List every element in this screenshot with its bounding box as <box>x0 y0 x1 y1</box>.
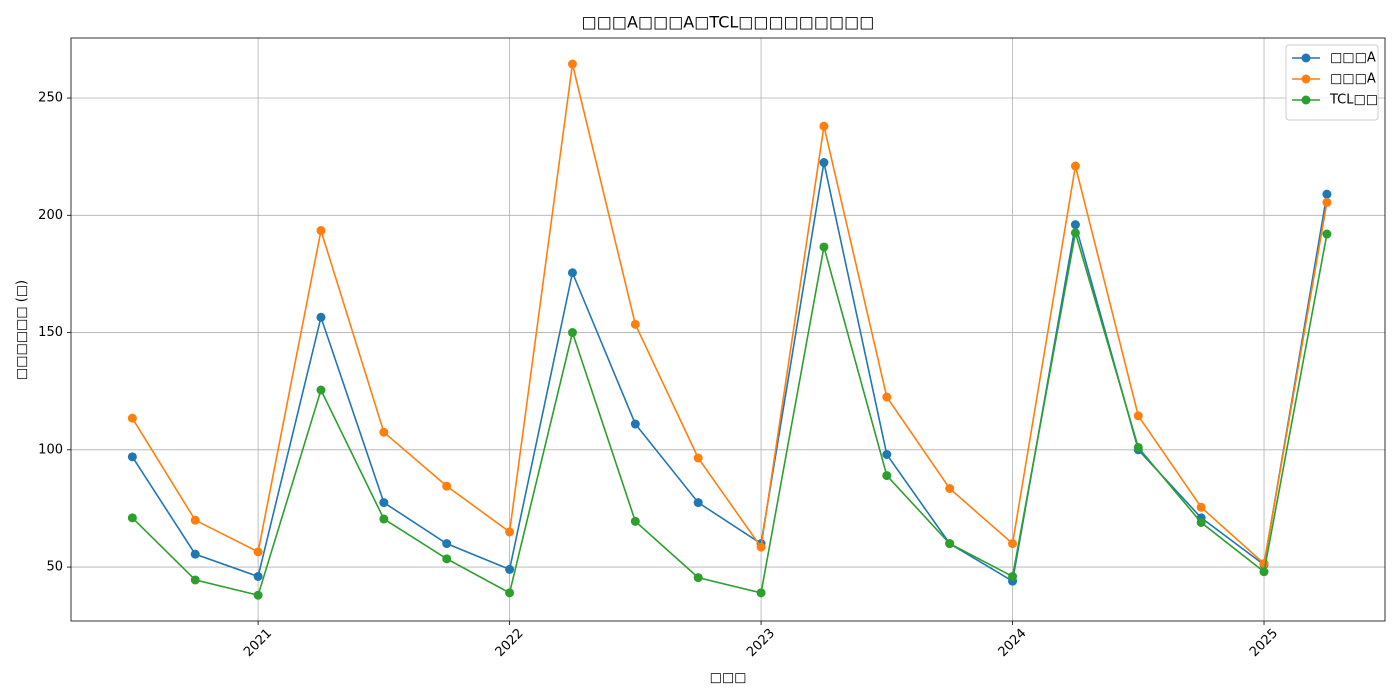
legend-marker <box>1301 53 1311 63</box>
series-line <box>131 63 1328 566</box>
series-line <box>131 232 1328 597</box>
data-point <box>756 588 766 598</box>
data-point <box>1259 567 1269 577</box>
data-point <box>190 515 200 525</box>
data-point <box>630 516 640 526</box>
data-point <box>882 392 892 402</box>
data-point <box>190 549 200 559</box>
data-point <box>127 413 137 423</box>
data-point <box>316 312 326 322</box>
data-point <box>1196 518 1206 528</box>
legend: □□□A □□□A TCL□□ <box>1285 44 1379 121</box>
data-point <box>693 453 703 463</box>
data-point <box>253 590 263 600</box>
data-point <box>1133 411 1143 421</box>
data-point <box>1259 559 1269 569</box>
data-point <box>1070 161 1080 171</box>
legend-marker <box>1301 95 1311 105</box>
data-point <box>945 484 955 493</box>
data-point <box>379 514 389 524</box>
x-tick-label: 2024 <box>996 626 1030 660</box>
data-point <box>442 554 452 564</box>
data-point <box>442 539 452 549</box>
legend-label: TCL□□ <box>1329 93 1378 108</box>
x-axis-label: □□□ <box>710 671 747 686</box>
data-point <box>1322 229 1332 239</box>
data-point <box>756 542 766 552</box>
data-point <box>630 319 640 329</box>
data-point <box>819 121 829 131</box>
data-point <box>1322 197 1332 207</box>
data-point <box>1070 228 1080 238</box>
y-tick-label: 150 <box>38 325 63 340</box>
series-line <box>131 162 1328 583</box>
y-tick-label: 250 <box>38 91 63 106</box>
data-point <box>1008 539 1018 549</box>
data-point <box>567 268 577 278</box>
legend-marker <box>1301 74 1311 84</box>
data-point <box>630 419 640 429</box>
x-tick-label: 2021 <box>241 626 275 660</box>
data-point <box>567 328 577 338</box>
data-point <box>1070 220 1080 230</box>
data-point <box>253 547 263 557</box>
data-point <box>693 498 703 508</box>
y-axis-label: □□□□□□ (□) <box>15 280 30 380</box>
data-point <box>316 385 326 395</box>
data-point <box>945 539 955 549</box>
data-point <box>190 575 200 585</box>
data-point <box>882 471 892 481</box>
data-point <box>127 452 137 462</box>
data-point <box>127 513 137 523</box>
plot-frame <box>70 37 1386 622</box>
data-point <box>693 573 703 583</box>
y-tick-label: 50 <box>46 560 63 575</box>
y-tick-label: 200 <box>38 208 63 223</box>
data-point <box>1322 189 1332 199</box>
data-point <box>505 588 515 598</box>
data-point <box>882 449 892 459</box>
data-point <box>1196 502 1206 512</box>
data-point <box>1008 571 1018 581</box>
data-point <box>253 571 263 581</box>
legend-label: □□□A <box>1330 51 1376 66</box>
x-tick-label: 2022 <box>493 626 527 660</box>
x-tick-label: 2025 <box>1247 626 1281 660</box>
data-point <box>819 242 829 252</box>
data-point <box>505 527 515 537</box>
legend-label: □□□A <box>1330 72 1376 87</box>
data-point <box>567 59 577 69</box>
data-point <box>442 481 452 491</box>
x-tick-label: 2023 <box>744 626 778 660</box>
data-point <box>819 158 829 168</box>
data-point <box>379 427 389 437</box>
y-tick-label: 100 <box>38 442 63 457</box>
data-point <box>316 226 326 236</box>
chart-title: □□□A□□□A□TCL□□□□□□□□□ <box>582 13 875 32</box>
data-point <box>505 564 515 574</box>
data-point <box>379 498 389 508</box>
data-point <box>1133 442 1143 452</box>
